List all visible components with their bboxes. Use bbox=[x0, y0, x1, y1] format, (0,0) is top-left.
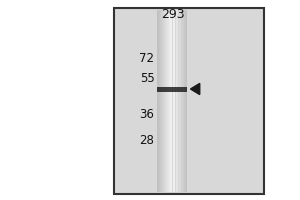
Bar bbox=[170, 10, 171, 192]
Bar bbox=[187, 10, 188, 192]
Bar bbox=[168, 10, 169, 192]
Text: 293: 293 bbox=[161, 8, 184, 21]
Bar bbox=[162, 10, 163, 192]
Bar bbox=[175, 10, 176, 192]
Bar bbox=[178, 10, 179, 192]
Bar bbox=[180, 10, 181, 192]
Text: 36: 36 bbox=[140, 108, 154, 121]
Bar bbox=[165, 10, 166, 192]
Bar bbox=[160, 10, 161, 192]
Bar bbox=[172, 10, 173, 192]
Bar bbox=[179, 10, 180, 192]
Bar bbox=[173, 10, 174, 192]
Bar bbox=[181, 10, 182, 192]
Bar bbox=[160, 10, 161, 192]
Bar bbox=[177, 10, 178, 192]
Bar bbox=[161, 10, 162, 192]
Bar bbox=[169, 10, 170, 192]
Bar bbox=[169, 10, 170, 192]
Bar bbox=[166, 10, 167, 192]
Bar bbox=[114, 8, 264, 194]
Text: 72: 72 bbox=[140, 52, 154, 66]
Bar bbox=[183, 10, 184, 192]
Text: 28: 28 bbox=[140, 134, 154, 146]
Bar bbox=[167, 10, 168, 192]
Bar bbox=[163, 10, 164, 192]
Bar bbox=[164, 10, 165, 192]
Bar bbox=[176, 10, 177, 192]
Bar bbox=[114, 8, 264, 194]
Bar bbox=[158, 10, 159, 192]
Bar bbox=[182, 10, 183, 192]
Bar bbox=[159, 10, 160, 192]
Bar bbox=[174, 10, 175, 192]
Bar bbox=[185, 10, 186, 192]
Bar bbox=[171, 10, 172, 192]
Polygon shape bbox=[190, 83, 200, 95]
Text: 55: 55 bbox=[140, 72, 154, 86]
Bar bbox=[186, 10, 187, 192]
Bar bbox=[184, 10, 185, 192]
Bar bbox=[158, 86, 188, 92]
